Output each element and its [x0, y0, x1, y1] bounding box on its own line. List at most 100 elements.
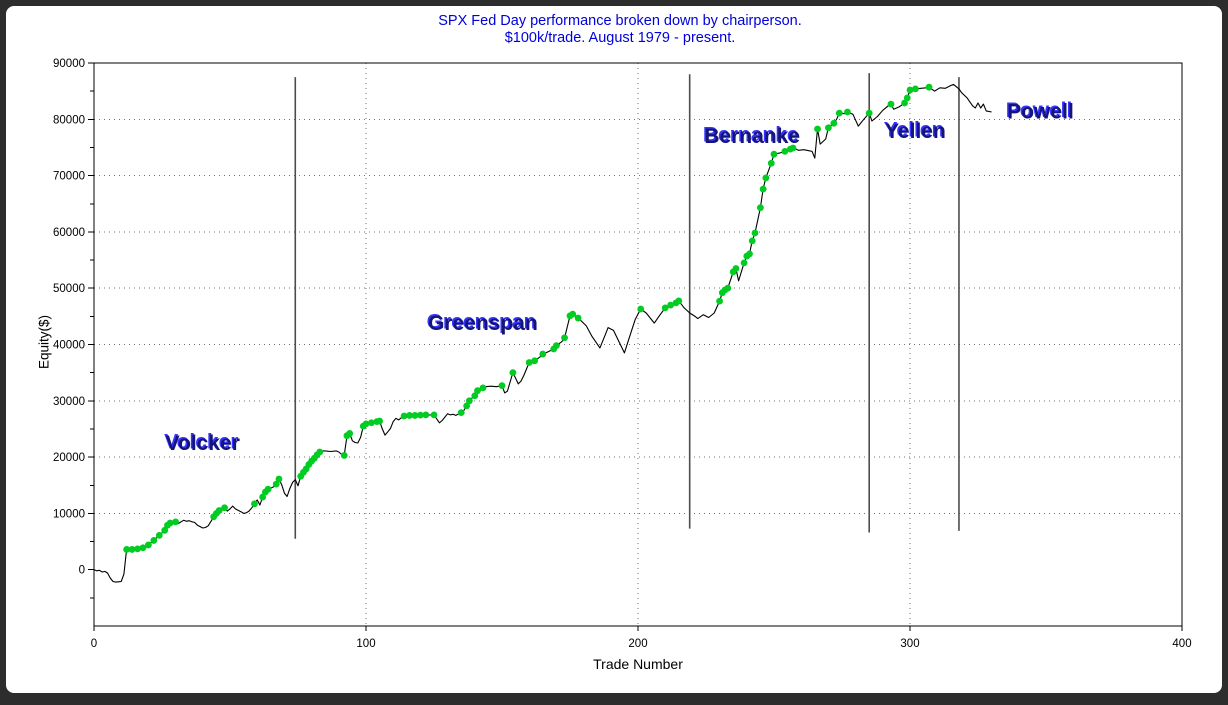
chart-title-line2: $100k/trade. August 1979 - present. [504, 30, 736, 46]
y-axis-title-text: Equity($) [36, 314, 52, 370]
x-tick-label: 0 [91, 638, 97, 650]
x-tick-label: 200 [628, 638, 647, 650]
win-trade-dot [732, 265, 740, 272]
win-trade-dot [637, 305, 645, 313]
win-trade-dot [471, 392, 479, 400]
win-trade-dot [215, 507, 223, 514]
win-trade-dot [748, 237, 756, 245]
win-trade-dot [411, 412, 419, 419]
annotation-shadow-volcker: Volcker [164, 431, 238, 454]
win-trade-dot [561, 334, 568, 342]
annotation-powell: Powell [1007, 100, 1074, 123]
win-trade-dot [376, 417, 383, 425]
win-trade-dot [767, 159, 775, 167]
win-trade-dot [762, 174, 770, 182]
win-trade-dot [825, 124, 832, 132]
win-trade-dot [259, 493, 267, 501]
win-trade-dot [661, 304, 669, 312]
win-trade-dot [498, 382, 506, 389]
win-trade-dot [465, 397, 473, 405]
plot-frame [93, 62, 1183, 627]
win-trade-dot [400, 412, 408, 420]
y-tick-label: 80000 [53, 114, 85, 126]
x-axis-title: Trade Number [593, 656, 683, 672]
win-trade-dot [757, 204, 764, 212]
win-trade-dot [525, 359, 533, 366]
win-trade-dot [887, 100, 895, 108]
annotation-shadow-bernanke: Bernanke [703, 124, 799, 147]
win-trade-dot [746, 250, 753, 258]
win-trade-dot [128, 546, 136, 553]
win-trade-dot [368, 419, 375, 427]
win-trade-dot [925, 83, 933, 91]
win-trade-dot [716, 297, 723, 305]
win-trade-dot [172, 518, 180, 526]
win-trade-dot [275, 475, 283, 483]
win-trade-dot [539, 350, 547, 358]
win-trade-dot [123, 546, 131, 553]
win-trade-dot [751, 229, 759, 237]
win-trade-dot [912, 85, 919, 93]
win-trade-dot [145, 541, 152, 549]
win-trade-dot [150, 537, 158, 544]
win-trade-dot [903, 94, 911, 102]
win-trade-dot [789, 144, 797, 152]
win-trade-dot [340, 452, 348, 459]
y-tick-label: 50000 [53, 283, 85, 295]
win-trade-dot [830, 119, 838, 127]
win-trade-dot [667, 301, 675, 309]
annotation-shadow-yellen: Yellen [884, 119, 945, 142]
win-trade-dot [457, 409, 465, 417]
win-trade-dot [479, 384, 487, 392]
annotation-yellen: Yellen [885, 120, 946, 143]
win-trade-dot [835, 109, 843, 117]
chart-title-line1: SPX Fed Day performance broken down by c… [438, 13, 802, 29]
equity-curve-line [93, 83, 992, 583]
win-trade-dot [362, 420, 370, 428]
y-tick-label: 10000 [53, 508, 85, 520]
x-tick-label: 400 [1172, 638, 1191, 650]
win-trade-dot [770, 150, 778, 158]
annotation-volcker: Volcker [166, 432, 240, 455]
y-tick-label: 20000 [53, 452, 85, 464]
y-tick-label: 0 [79, 565, 85, 577]
chart-title: SPX Fed Day performance broken down by c… [6, 13, 1228, 47]
y-tick-label: 70000 [53, 171, 85, 183]
equity-curve-plot: 0 10000 20000 30000 40000 50000 60000 70000 8000… [53, 58, 1192, 650]
win-trade-dot [272, 480, 280, 488]
win-trade-dot [865, 109, 873, 117]
win-trade-dot [901, 99, 908, 107]
win-trade-dot [139, 544, 147, 552]
win-trade-dot [166, 519, 174, 527]
y-tick-label: 60000 [53, 227, 85, 239]
win-trade-dot [221, 504, 228, 512]
win-trade-dot [740, 259, 748, 267]
win-trade-dot [474, 387, 481, 395]
win-trade-dot [430, 411, 438, 419]
win-trade-dot [906, 86, 914, 94]
y-tick-label: 90000 [53, 58, 85, 70]
annotation-shadow-greenspan: Greenspan [427, 311, 537, 334]
win-trade-dot [417, 411, 424, 419]
win-trade-dot [251, 500, 258, 508]
win-trade-dot [134, 545, 141, 553]
win-trade-dot [724, 284, 732, 292]
win-trade-dot [463, 402, 471, 410]
win-trade-dot [759, 185, 767, 193]
annotation-bernanke: Bernanke [704, 125, 800, 148]
win-trade-dot [406, 412, 413, 419]
win-trade-dot [509, 369, 517, 377]
x-tick-label: 300 [900, 638, 919, 650]
x-tick-label: 100 [356, 638, 375, 650]
annotation-shadow-powell: Powell [1006, 99, 1073, 122]
win-trade-dot [675, 297, 683, 305]
win-trade-dot [316, 448, 324, 456]
win-trade-dot [553, 342, 560, 350]
win-trade-dot [844, 108, 851, 116]
y-tick-label: 30000 [53, 396, 85, 408]
win-trade-dot [781, 147, 789, 155]
win-trade-dot [161, 526, 169, 534]
win-trade-dot [346, 430, 354, 437]
y-tick-label: 40000 [53, 340, 85, 352]
